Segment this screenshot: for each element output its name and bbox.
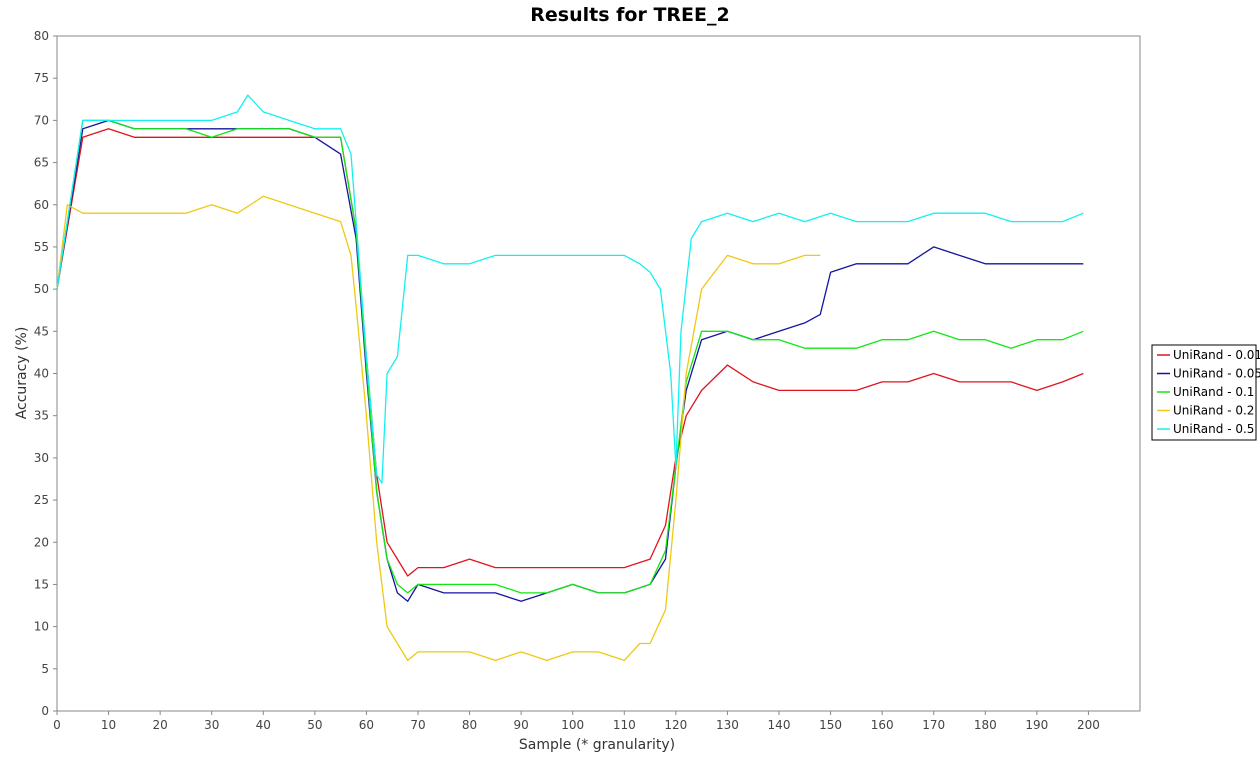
- series-line-3: [56, 195, 821, 662]
- y-tick-label: 70: [34, 113, 49, 127]
- y-tick-label: 20: [34, 535, 49, 549]
- x-tick-label: 60: [359, 718, 374, 732]
- series-lines: [56, 94, 1084, 662]
- x-tick-label: 140: [768, 718, 791, 732]
- legend-entry: UniRand - 0.2: [1173, 404, 1254, 418]
- x-axis-label: Sample (* granularity): [519, 737, 675, 753]
- y-tick-label: 80: [34, 29, 49, 43]
- y-tick-label: 30: [34, 451, 49, 465]
- x-tick-label: 20: [153, 718, 168, 732]
- x-tick-label: 170: [922, 718, 945, 732]
- legend-entry: UniRand - 0.05: [1173, 367, 1260, 381]
- y-tick-label: 50: [34, 282, 49, 296]
- y-tick-label: 35: [34, 409, 49, 423]
- legend-entry: UniRand - 0.01: [1173, 348, 1260, 362]
- x-tick-label: 0: [53, 718, 61, 732]
- x-tick-label: 120: [664, 718, 687, 732]
- x-tick-label: 80: [462, 718, 477, 732]
- x-axis: 0 10 20 30 40 50 60 70 80 90 100 110 120 130 140 150 160…: [53, 711, 1100, 732]
- y-tick-label: 55: [34, 240, 49, 254]
- y-tick-label: 25: [34, 493, 49, 507]
- x-tick-label: 100: [561, 718, 584, 732]
- x-tick-label: 160: [871, 718, 894, 732]
- legend: UniRand - 0.01 UniRand - 0.05 UniRand - 0.…: [1151, 344, 1260, 441]
- series-line-2: [56, 119, 1084, 594]
- x-tick-label: 130: [716, 718, 739, 732]
- x-tick-label: 90: [514, 718, 529, 732]
- x-tick-label: 150: [819, 718, 842, 732]
- x-tick-label: 180: [974, 718, 997, 732]
- x-tick-label: 50: [307, 718, 322, 732]
- y-tick-label: 5: [41, 662, 49, 676]
- y-axis-label: Accuracy (%): [14, 327, 30, 420]
- y-tick-label: 10: [34, 620, 49, 634]
- plot-area: [56, 35, 1141, 712]
- y-tick-label: 0: [41, 704, 49, 718]
- y-tick-label: 15: [34, 577, 49, 591]
- y-axis: 0 5 10 15 20 25 30 35 40 45 50 55 60 65 70 75 80: [34, 29, 57, 718]
- series-line-0: [56, 128, 1084, 577]
- series-line-4: [56, 94, 1084, 484]
- x-tick-label: 190: [1025, 718, 1048, 732]
- x-tick-label: 30: [204, 718, 219, 732]
- x-tick-label: 70: [410, 718, 425, 732]
- legend-entry: UniRand - 0.1: [1173, 385, 1254, 399]
- x-tick-label: 10: [101, 718, 116, 732]
- y-tick-label: 45: [34, 324, 49, 338]
- y-tick-label: 40: [34, 367, 49, 381]
- x-tick-label: 200: [1077, 718, 1100, 732]
- x-tick-label: 40: [256, 718, 271, 732]
- y-tick-label: 65: [34, 156, 49, 170]
- chart-title: Results for TREE_2: [530, 4, 729, 26]
- y-tick-label: 75: [34, 71, 49, 85]
- x-tick-label: 110: [613, 718, 636, 732]
- legend-entry: UniRand - 0.5: [1173, 422, 1254, 436]
- y-tick-label: 60: [34, 198, 49, 212]
